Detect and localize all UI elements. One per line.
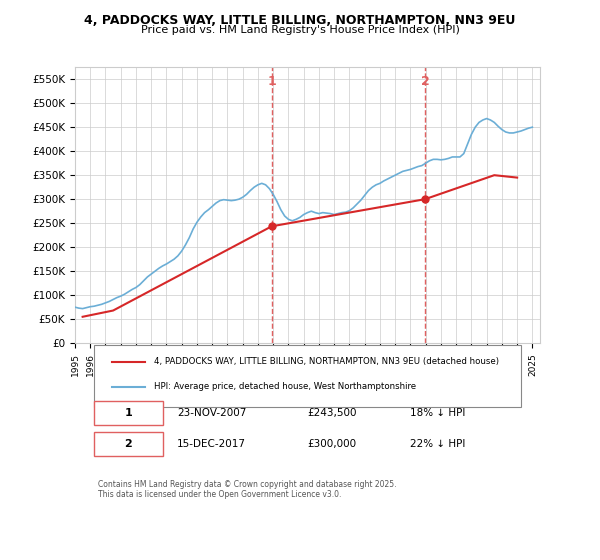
Text: 2: 2 <box>421 76 430 88</box>
Text: 1: 1 <box>125 408 133 418</box>
Text: 18% ↓ HPI: 18% ↓ HPI <box>410 408 465 418</box>
Text: 2: 2 <box>125 439 133 449</box>
Text: 22% ↓ HPI: 22% ↓ HPI <box>410 439 465 449</box>
Text: 23-NOV-2007: 23-NOV-2007 <box>178 408 247 418</box>
Text: Contains HM Land Registry data © Crown copyright and database right 2025.
This d: Contains HM Land Registry data © Crown c… <box>98 480 397 499</box>
FancyBboxPatch shape <box>94 432 163 456</box>
FancyBboxPatch shape <box>94 402 163 424</box>
Text: 1: 1 <box>267 76 276 88</box>
Text: 4, PADDOCKS WAY, LITTLE BILLING, NORTHAMPTON, NN3 9EU (detached house): 4, PADDOCKS WAY, LITTLE BILLING, NORTHAM… <box>154 357 499 366</box>
Text: £300,000: £300,000 <box>308 439 356 449</box>
Text: Price paid vs. HM Land Registry's House Price Index (HPI): Price paid vs. HM Land Registry's House … <box>140 25 460 35</box>
Text: £243,500: £243,500 <box>308 408 357 418</box>
Text: HPI: Average price, detached house, West Northamptonshire: HPI: Average price, detached house, West… <box>154 382 416 391</box>
Text: 15-DEC-2017: 15-DEC-2017 <box>178 439 247 449</box>
Text: 4, PADDOCKS WAY, LITTLE BILLING, NORTHAMPTON, NN3 9EU: 4, PADDOCKS WAY, LITTLE BILLING, NORTHAM… <box>85 14 515 27</box>
FancyBboxPatch shape <box>94 345 521 407</box>
